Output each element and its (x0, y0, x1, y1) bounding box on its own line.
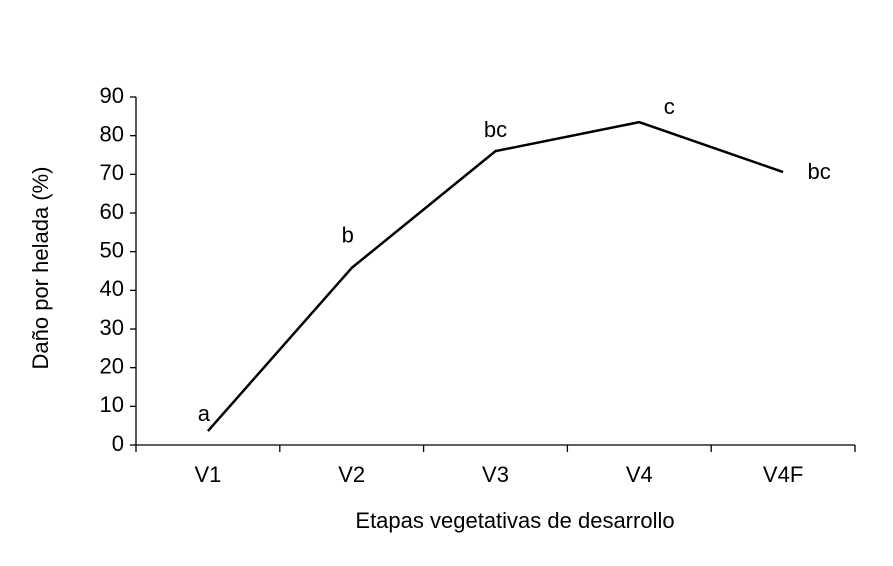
annotation: a (198, 401, 211, 426)
y-tick-label: 90 (100, 83, 124, 108)
y-tick-label: 50 (100, 237, 124, 262)
annotation: bc (807, 159, 830, 184)
y-tick-label: 40 (100, 276, 124, 301)
y-tick-label: 20 (100, 353, 124, 378)
y-tick-label: 60 (100, 199, 124, 224)
x-axis-title: Etapas vegetativas de desarrollo (355, 508, 674, 533)
y-axis-title: Daño por helada (%) (28, 166, 53, 369)
y-tick-label: 10 (100, 392, 124, 417)
x-tick-label: V4 (626, 462, 653, 487)
x-tick-label: V1 (194, 462, 221, 487)
annotation: bc (484, 117, 507, 142)
x-tick-label: V2 (338, 462, 365, 487)
y-tick-label: 0 (112, 431, 124, 456)
x-tick-label: V4F (763, 462, 803, 487)
data-line (206, 120, 784, 432)
annotation: b (342, 223, 354, 248)
y-tick-label: 30 (100, 315, 124, 340)
x-tick-label: V3 (482, 462, 509, 487)
y-tick-label: 70 (100, 160, 124, 185)
annotation: c (664, 94, 675, 119)
y-tick-label: 80 (100, 121, 124, 146)
